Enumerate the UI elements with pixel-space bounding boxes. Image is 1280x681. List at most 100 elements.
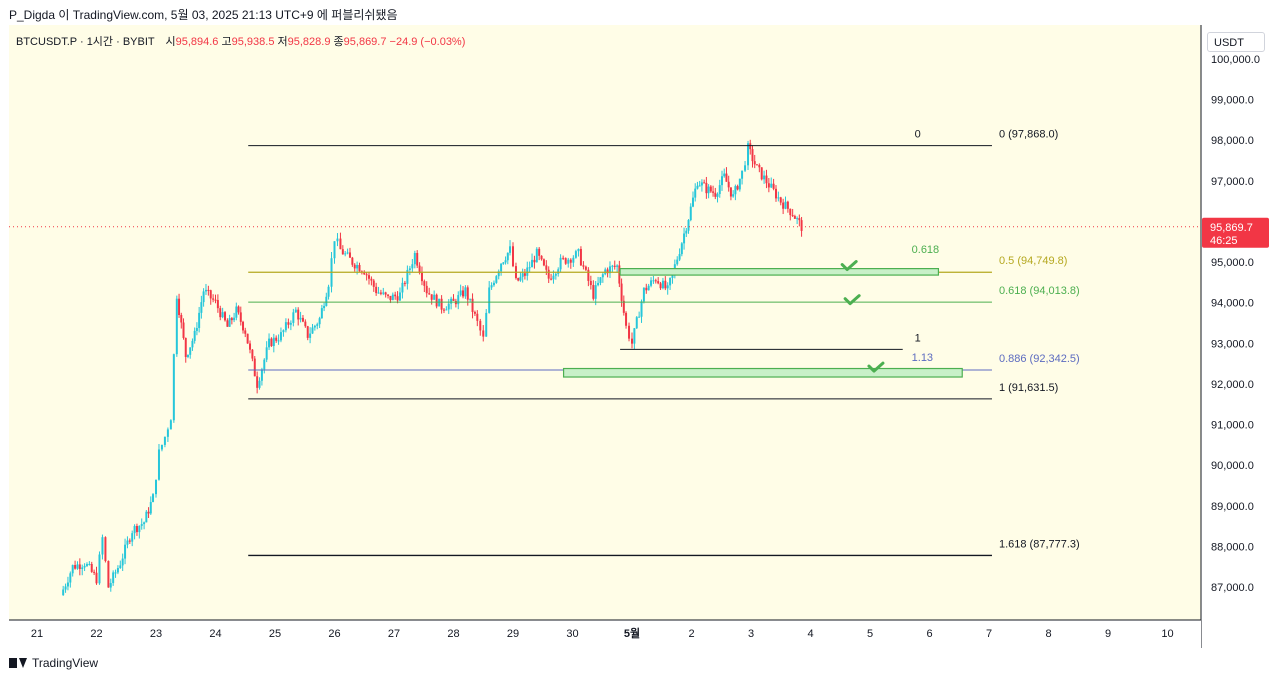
candle-body [707,186,710,194]
close-label: 종 [333,36,344,48]
candle-body [93,571,96,573]
secondary-fib-label: 1.13 [912,352,933,364]
last-price-value: 95,869.7 [1210,222,1253,234]
x-tick-label: 9 [1105,628,1111,640]
y-tick-label: 89,000.0 [1211,501,1254,513]
candle-body [253,358,256,377]
ohlc-legend: BTCUSDT.P · 1시간 · BYBIT 시95,894.6 고95,93… [16,33,465,49]
candle-body [195,328,198,331]
candle-body [186,354,189,357]
candle-body [435,294,438,307]
y-tick-label: 90,000.0 [1211,460,1254,472]
candle-body [763,175,766,180]
x-tick-label: 23 [150,628,162,640]
x-tick-label: 10 [1161,628,1173,640]
candle-body [391,294,394,301]
candle-body [557,269,560,274]
x-tick-label: 22 [90,628,102,640]
x-tick-label: 5 [867,628,873,640]
candle-body [242,321,245,331]
fib-level-label-0: 0 (97,868.0) [999,129,1058,141]
candle-body [351,257,354,265]
author-name[interactable]: P_Digda [9,8,56,22]
candle-body [767,183,770,188]
change-value: −24.9 (−0.03%) [389,36,466,48]
candle-body [301,317,304,322]
high-label: 고 [221,36,232,48]
candle-body [738,178,741,190]
candle-body [495,276,498,283]
candle-body [169,420,172,430]
candle-body [66,582,69,587]
footer-brand[interactable]: TradingView [9,656,98,670]
candle-body [88,564,91,566]
candle-body [727,181,730,188]
candle-body [691,197,694,207]
high-value: 95,938.5 [231,36,275,48]
candle-body [611,265,614,267]
target-zone[interactable] [619,268,940,276]
candle-body [272,337,275,347]
candle-body [791,215,794,217]
candle-body [606,269,609,274]
candle-body [275,337,278,341]
candle-body [309,333,312,338]
symbol-info[interactable]: BTCUSDT.P · 1시간 · BYBIT [16,36,155,48]
candle-body [640,301,643,317]
candle-body [523,273,526,276]
price-chart[interactable]: 87,000.0 88,000.0 89,000.0 90,000.0 91,000.0… [9,25,1271,648]
candle-body [753,161,756,165]
checkmark-icon [840,260,858,272]
candle-body [143,522,146,525]
chart-area[interactable]: 87,000.0 88,000.0 89,000.0 90,000.0 91,000.0… [9,25,1271,648]
candle-body [666,285,669,289]
candle-body [189,347,192,355]
y-tick-label: 99,000.0 [1211,95,1254,107]
candle-body [654,280,657,282]
candle-body [669,277,672,286]
publish-info: 이 TradingView.com, 5월 03, 2025 21:13 UTC… [58,8,398,22]
candle-body [647,285,650,291]
candle-body [582,265,585,267]
candle-body [356,264,359,269]
candle-body [370,278,373,281]
candle-body [126,540,129,545]
candle-body [490,285,493,288]
candle-body [140,524,143,526]
candle-body [554,273,557,276]
candle-body [485,312,488,337]
candle-body [628,325,631,339]
candle-body [413,253,416,265]
candle-body [339,238,342,250]
candle-body [313,325,316,328]
candle-body [74,565,77,569]
currency-button[interactable]: USDT [1207,32,1265,52]
candle-body [382,292,385,294]
candle-body [729,187,732,197]
candle-body [138,525,141,533]
candle-body [597,282,600,286]
candle-body [765,175,768,184]
candle-body [599,277,602,283]
candle-body [755,164,758,166]
candle-body [344,253,347,255]
candle-body [287,322,290,325]
candle-body [119,565,122,569]
candle-body [616,265,619,267]
candle-body [387,294,390,296]
candle-body [512,246,514,267]
candle-body [716,194,719,197]
candle-body [379,292,382,294]
candle-body [796,218,799,220]
candle-body [428,293,431,295]
candle-body [372,280,375,287]
candle-body [589,280,592,286]
candle-body [358,264,361,272]
candle-body [311,327,314,334]
candle-body [732,194,735,197]
target-zone[interactable] [562,367,963,378]
candle-body [774,188,777,199]
candle-body [265,347,268,360]
candle-body [406,269,409,284]
candle-body [577,248,580,252]
